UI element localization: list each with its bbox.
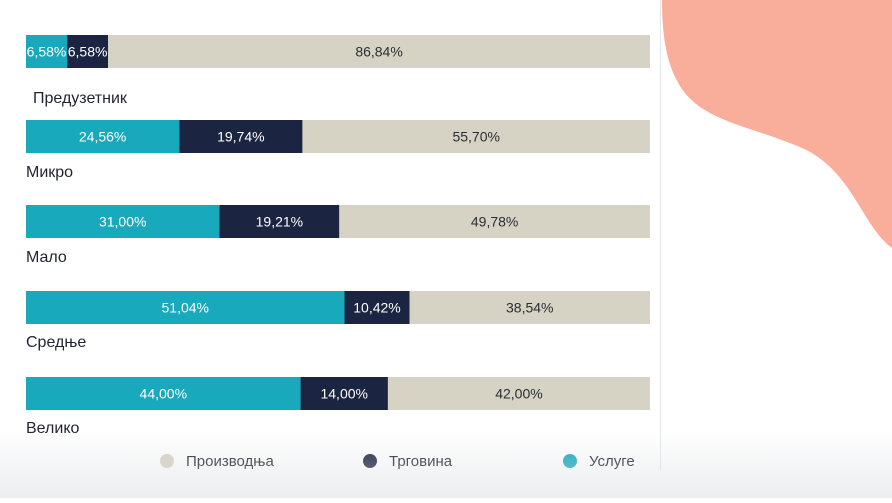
bar-segment [302, 120, 650, 153]
bar-segment [26, 120, 180, 153]
data-label: 51,04% [162, 300, 209, 316]
category-label: Средње [26, 334, 86, 351]
bar-segment [108, 35, 650, 68]
data-label: 14,00% [320, 386, 367, 402]
legend-label: Трговина [389, 453, 453, 470]
bar-segment [409, 291, 650, 324]
bar-segment [179, 120, 303, 153]
decorative-blob [662, 0, 892, 248]
bar-segment [387, 377, 650, 410]
data-label: 10,42% [353, 300, 400, 316]
data-label: 49,78% [471, 214, 518, 230]
category-label: Велико [26, 420, 79, 437]
legend-marker [563, 454, 577, 468]
bar-segment [26, 377, 301, 410]
bar-segment [26, 35, 68, 68]
bar-segment [219, 205, 340, 238]
legend-item: Трговина [363, 453, 453, 470]
divider [660, 0, 661, 470]
legend-label: Производња [186, 453, 274, 470]
bar-segment [339, 205, 650, 238]
legend-item: Услуге [563, 453, 635, 470]
data-label: 6,58% [68, 44, 108, 60]
category-label: Микро [26, 164, 73, 181]
bar-segment [67, 35, 109, 68]
bar-segment [26, 205, 220, 238]
bar-segment [26, 291, 345, 324]
category-label: Мало [26, 249, 67, 266]
legend-item: Производња [160, 453, 274, 470]
data-label: 6,58% [27, 44, 67, 60]
bar-segment [300, 377, 388, 410]
data-label: 38,54% [506, 300, 553, 316]
data-label: 86,84% [355, 44, 402, 60]
data-label: 31,00% [99, 214, 146, 230]
legend-marker [160, 454, 174, 468]
legend-label: Услуге [589, 453, 635, 470]
data-label: 42,00% [495, 386, 542, 402]
data-label: 44,00% [140, 386, 187, 402]
category-label: Предузетник [33, 90, 128, 107]
data-label: 24,56% [79, 129, 126, 145]
data-label: 19,74% [217, 129, 264, 145]
data-label: 19,21% [256, 214, 303, 230]
data-label: 55,70% [452, 129, 499, 145]
bar-segment [344, 291, 410, 324]
legend-marker [363, 454, 377, 468]
